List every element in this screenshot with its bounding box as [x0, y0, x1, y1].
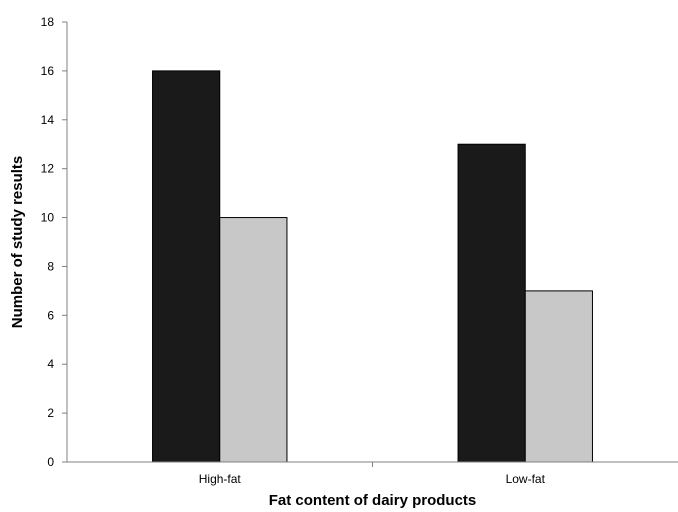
- x-tick-label: Low-fat: [506, 472, 546, 486]
- y-tick-label: 2: [47, 406, 54, 420]
- bar-low-fat-series-2: [524, 290, 593, 463]
- y-tick-label: 0: [47, 455, 54, 469]
- bar-high-fat-series-2: [219, 217, 288, 463]
- bar-high-fat-series-1: [152, 70, 221, 463]
- y-axis-ticks: 0 2 4 6 8 10 12 14 16 18: [41, 15, 67, 469]
- y-axis-title: Number of study results: [9, 156, 26, 329]
- y-tick-label: 16: [41, 64, 55, 78]
- x-axis-title: Fat content of dairy products: [269, 492, 477, 509]
- y-tick-label: 12: [41, 162, 55, 176]
- bar-low-fat-series-1: [457, 143, 526, 463]
- x-tick-label: High-fat: [199, 472, 242, 486]
- y-tick-label: 14: [41, 113, 55, 127]
- y-tick-label: 8: [47, 259, 54, 273]
- y-tick-label: 18: [41, 15, 55, 29]
- y-tick-label: 10: [41, 211, 55, 225]
- bars: [152, 70, 593, 463]
- y-tick-label: 4: [47, 357, 54, 371]
- x-axis-ticks: High-fat Low-fat: [199, 462, 546, 486]
- y-tick-label: 6: [47, 308, 54, 322]
